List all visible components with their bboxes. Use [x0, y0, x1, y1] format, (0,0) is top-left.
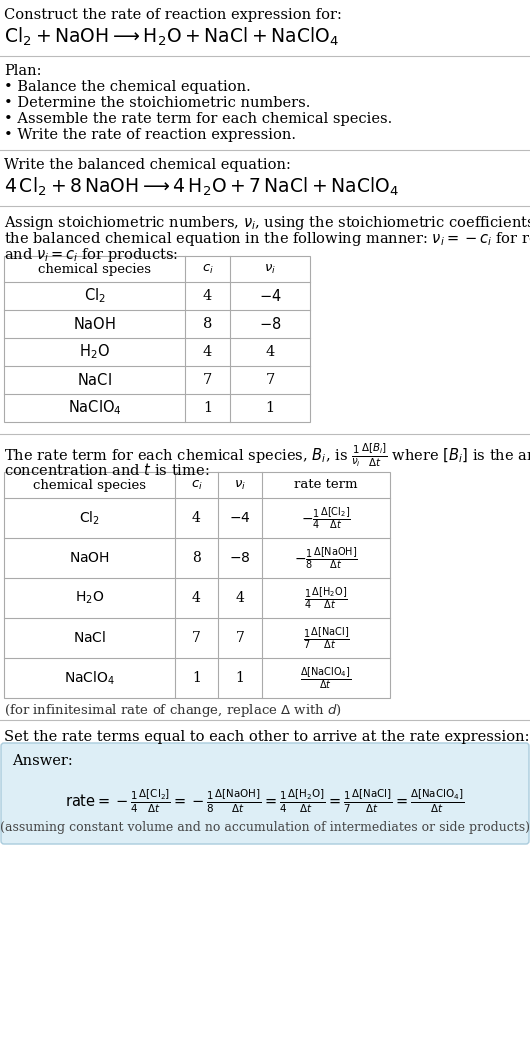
Text: rate term: rate term: [294, 478, 358, 492]
Text: $-4$: $-4$: [229, 511, 251, 525]
Text: • Balance the chemical equation.: • Balance the chemical equation.: [4, 80, 251, 94]
Text: 4: 4: [266, 345, 275, 359]
Text: 4: 4: [192, 511, 201, 525]
Text: 1: 1: [235, 671, 244, 685]
Text: The rate term for each chemical species, $B_i$, is $\frac{1}{\nu_i}\frac{\Delta[: The rate term for each chemical species,…: [4, 442, 530, 470]
Text: $4\,\mathrm{Cl_2} + 8\,\mathrm{NaOH} \longrightarrow 4\,\mathrm{H_2O} + 7\,\math: $4\,\mathrm{Cl_2} + 8\,\mathrm{NaOH} \lo…: [4, 176, 399, 198]
Text: 4: 4: [192, 591, 201, 605]
Text: 7: 7: [192, 631, 201, 645]
Text: $\mathrm{NaCl}$: $\mathrm{NaCl}$: [73, 630, 106, 645]
Text: $\mathrm{Cl_2 + NaOH} \longrightarrow \mathrm{H_2O + NaCl + NaClO_4}$: $\mathrm{Cl_2 + NaOH} \longrightarrow \m…: [4, 26, 339, 48]
Text: concentration and $t$ is time:: concentration and $t$ is time:: [4, 462, 209, 478]
Text: Write the balanced chemical equation:: Write the balanced chemical equation:: [4, 158, 291, 172]
Text: $\mathrm{Cl_2}$: $\mathrm{Cl_2}$: [84, 287, 105, 305]
FancyBboxPatch shape: [1, 743, 529, 844]
Text: Plan:: Plan:: [4, 64, 41, 78]
Text: Construct the rate of reaction expression for:: Construct the rate of reaction expressio…: [4, 8, 342, 22]
Text: 7: 7: [203, 373, 212, 387]
Text: 4: 4: [203, 345, 212, 359]
Text: • Determine the stoichiometric numbers.: • Determine the stoichiometric numbers.: [4, 96, 311, 110]
Text: $\mathrm{Cl_2}$: $\mathrm{Cl_2}$: [79, 510, 100, 526]
Text: • Assemble the rate term for each chemical species.: • Assemble the rate term for each chemic…: [4, 111, 392, 126]
Text: $-\frac{1}{4}\frac{\Delta[\mathrm{Cl_2}]}{\Delta t}$: $-\frac{1}{4}\frac{\Delta[\mathrm{Cl_2}]…: [301, 505, 351, 530]
Text: $\mathrm{rate} = -\frac{1}{4}\frac{\Delta[\mathrm{Cl_2}]}{\Delta t} = -\frac{1}{: $\mathrm{rate} = -\frac{1}{4}\frac{\Delt…: [65, 788, 465, 815]
Text: $\nu_i$: $\nu_i$: [264, 263, 276, 275]
Text: $-8$: $-8$: [259, 316, 281, 332]
Text: $c_i$: $c_i$: [201, 263, 214, 275]
Text: $\mathrm{H_2O}$: $\mathrm{H_2O}$: [75, 590, 104, 606]
Text: • Write the rate of reaction expression.: • Write the rate of reaction expression.: [4, 128, 296, 142]
Text: $\nu_i$: $\nu_i$: [234, 478, 246, 492]
Text: $\mathrm{NaOH}$: $\mathrm{NaOH}$: [73, 316, 116, 332]
Text: 8: 8: [192, 551, 201, 565]
Text: $-4$: $-4$: [259, 288, 281, 304]
Text: and $\nu_i = c_i$ for products:: and $\nu_i = c_i$ for products:: [4, 246, 178, 264]
Text: $\frac{1}{7}\frac{\Delta[\mathrm{NaCl}]}{\Delta t}$: $\frac{1}{7}\frac{\Delta[\mathrm{NaCl}]}…: [303, 625, 349, 651]
Text: $-\frac{1}{8}\frac{\Delta[\mathrm{NaOH}]}{\Delta t}$: $-\frac{1}{8}\frac{\Delta[\mathrm{NaOH}]…: [294, 545, 358, 571]
Text: chemical species: chemical species: [38, 263, 151, 275]
Text: $\mathrm{NaClO_4}$: $\mathrm{NaClO_4}$: [68, 399, 121, 418]
Text: $c_i$: $c_i$: [191, 478, 202, 492]
Text: chemical species: chemical species: [33, 478, 146, 492]
Text: $\mathrm{NaOH}$: $\mathrm{NaOH}$: [69, 551, 110, 565]
Text: $\frac{\Delta[\mathrm{NaClO_4}]}{\Delta t}$: $\frac{\Delta[\mathrm{NaClO_4}]}{\Delta …: [301, 665, 351, 691]
Bar: [4, 472, 390, 698]
Text: 1: 1: [266, 401, 275, 415]
Text: the balanced chemical equation in the following manner: $\nu_i = -c_i$ for react: the balanced chemical equation in the fo…: [4, 230, 530, 248]
Text: 4: 4: [203, 289, 212, 303]
Text: $\mathrm{NaClO_4}$: $\mathrm{NaClO_4}$: [64, 669, 115, 687]
Text: 7: 7: [266, 373, 275, 387]
Text: $\mathrm{NaCl}$: $\mathrm{NaCl}$: [77, 372, 112, 388]
Text: 1: 1: [203, 401, 212, 415]
Text: $\mathrm{H_2O}$: $\mathrm{H_2O}$: [79, 343, 110, 362]
Text: (for infinitesimal rate of change, replace $\Delta$ with $d$): (for infinitesimal rate of change, repla…: [4, 702, 342, 719]
Text: Assign stoichiometric numbers, $\nu_i$, using the stoichiometric coefficients, $: Assign stoichiometric numbers, $\nu_i$, …: [4, 214, 530, 232]
Text: 7: 7: [235, 631, 244, 645]
Text: Answer:: Answer:: [12, 754, 73, 768]
Text: $-8$: $-8$: [229, 551, 251, 565]
Text: 1: 1: [192, 671, 201, 685]
Text: Set the rate terms equal to each other to arrive at the rate expression:: Set the rate terms equal to each other t…: [4, 730, 529, 744]
Text: 4: 4: [235, 591, 244, 605]
Text: (assuming constant volume and no accumulation of intermediates or side products): (assuming constant volume and no accumul…: [0, 821, 530, 835]
Text: 8: 8: [203, 317, 212, 331]
Text: $\frac{1}{4}\frac{\Delta[\mathrm{H_2O}]}{\Delta t}$: $\frac{1}{4}\frac{\Delta[\mathrm{H_2O}]}…: [304, 586, 348, 611]
Bar: [4, 256, 310, 422]
